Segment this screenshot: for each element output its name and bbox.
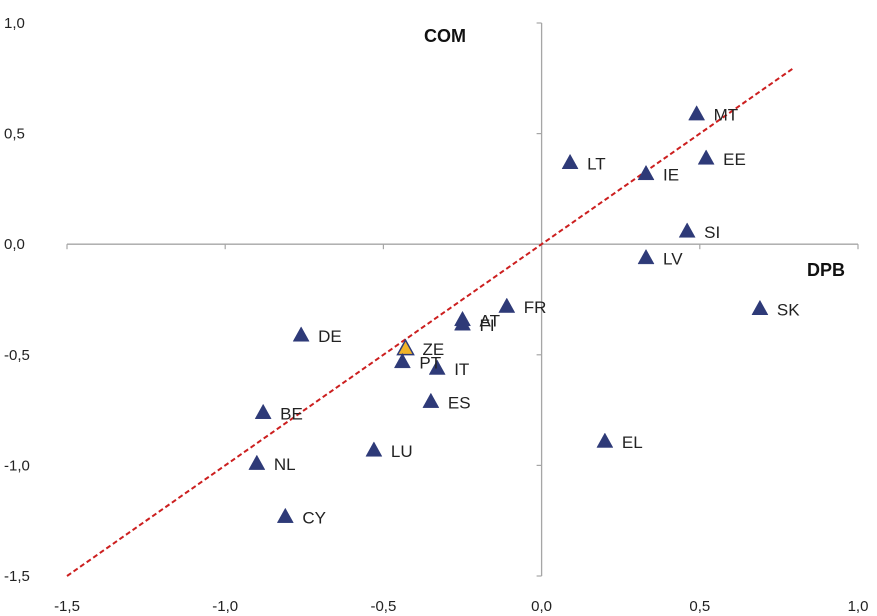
x-tick-label: 0,0 — [531, 598, 552, 615]
tick-labels: 1,0 0,5 0,0 -0,5 -1,0 -1,5 -1,5 -1,0 -0,5 0,0 0,5 1… — [4, 15, 868, 615]
point-label-fi: FI — [480, 316, 495, 335]
y-axis-title: COM — [424, 26, 466, 46]
point-label-be: BE — [280, 404, 303, 423]
data-point-pt — [393, 352, 411, 369]
data-points — [248, 105, 769, 523]
x-tick-label: -1,0 — [212, 598, 238, 615]
data-point-mt — [688, 105, 706, 121]
data-point-lt — [561, 153, 579, 170]
data-point-cy — [276, 507, 294, 523]
y-tick-label: 0,5 — [4, 126, 25, 143]
x-axis-title: DPB — [807, 260, 845, 280]
data-point-es — [422, 392, 440, 408]
point-label-sk: SK — [777, 300, 800, 319]
trend-line — [66, 66, 796, 577]
data-point-si — [678, 222, 696, 238]
data-point-ie — [637, 164, 655, 181]
data-point-sk — [751, 299, 769, 315]
point-label-ze: ZE — [423, 340, 445, 359]
data-point-lv — [637, 248, 655, 265]
point-label-fr: FR — [524, 298, 547, 317]
point-label-si: SI — [704, 223, 720, 242]
point-label-it: IT — [454, 360, 469, 379]
point-label-lv: LV — [663, 249, 683, 268]
data-point-ee — [697, 149, 715, 165]
data-point-fi — [454, 315, 471, 331]
point-label-mt: MT — [714, 106, 739, 125]
x-tick-label: -0,5 — [370, 598, 396, 615]
point-label-lt: LT — [587, 154, 606, 173]
point-label-es: ES — [448, 393, 471, 412]
point-label-ie: IE — [663, 165, 679, 184]
point-label-nl: NL — [274, 455, 296, 474]
point-label-ee: EE — [723, 150, 746, 169]
point-label-at: AT — [480, 311, 500, 330]
y-tick-label: -1,0 — [4, 457, 30, 474]
point-label-el: EL — [622, 433, 643, 452]
point-label-lu: LU — [391, 442, 413, 461]
y-tick-label: 0,0 — [4, 236, 25, 253]
y-tick-label: 1,0 — [4, 15, 25, 32]
y-tick-label: -0,5 — [4, 347, 30, 364]
x-tick-label: -1,5 — [54, 598, 80, 615]
data-point-nl — [248, 454, 266, 470]
data-point-lu — [365, 441, 383, 457]
point-label-pt: PT — [419, 353, 441, 372]
x-tick-label: 0,5 — [689, 598, 710, 615]
data-point-ze — [396, 338, 415, 356]
point-label-cy: CY — [302, 508, 326, 527]
y-tick-label: -1,5 — [4, 568, 30, 585]
data-point-de — [292, 326, 310, 342]
point-label-de: DE — [318, 327, 342, 346]
data-point-el — [596, 432, 614, 448]
data-point-it — [428, 359, 446, 375]
trend-line-group — [66, 66, 796, 577]
data-point-be — [254, 403, 272, 419]
data-point-fr — [498, 297, 516, 313]
x-tick-label: 1,0 — [848, 598, 869, 615]
